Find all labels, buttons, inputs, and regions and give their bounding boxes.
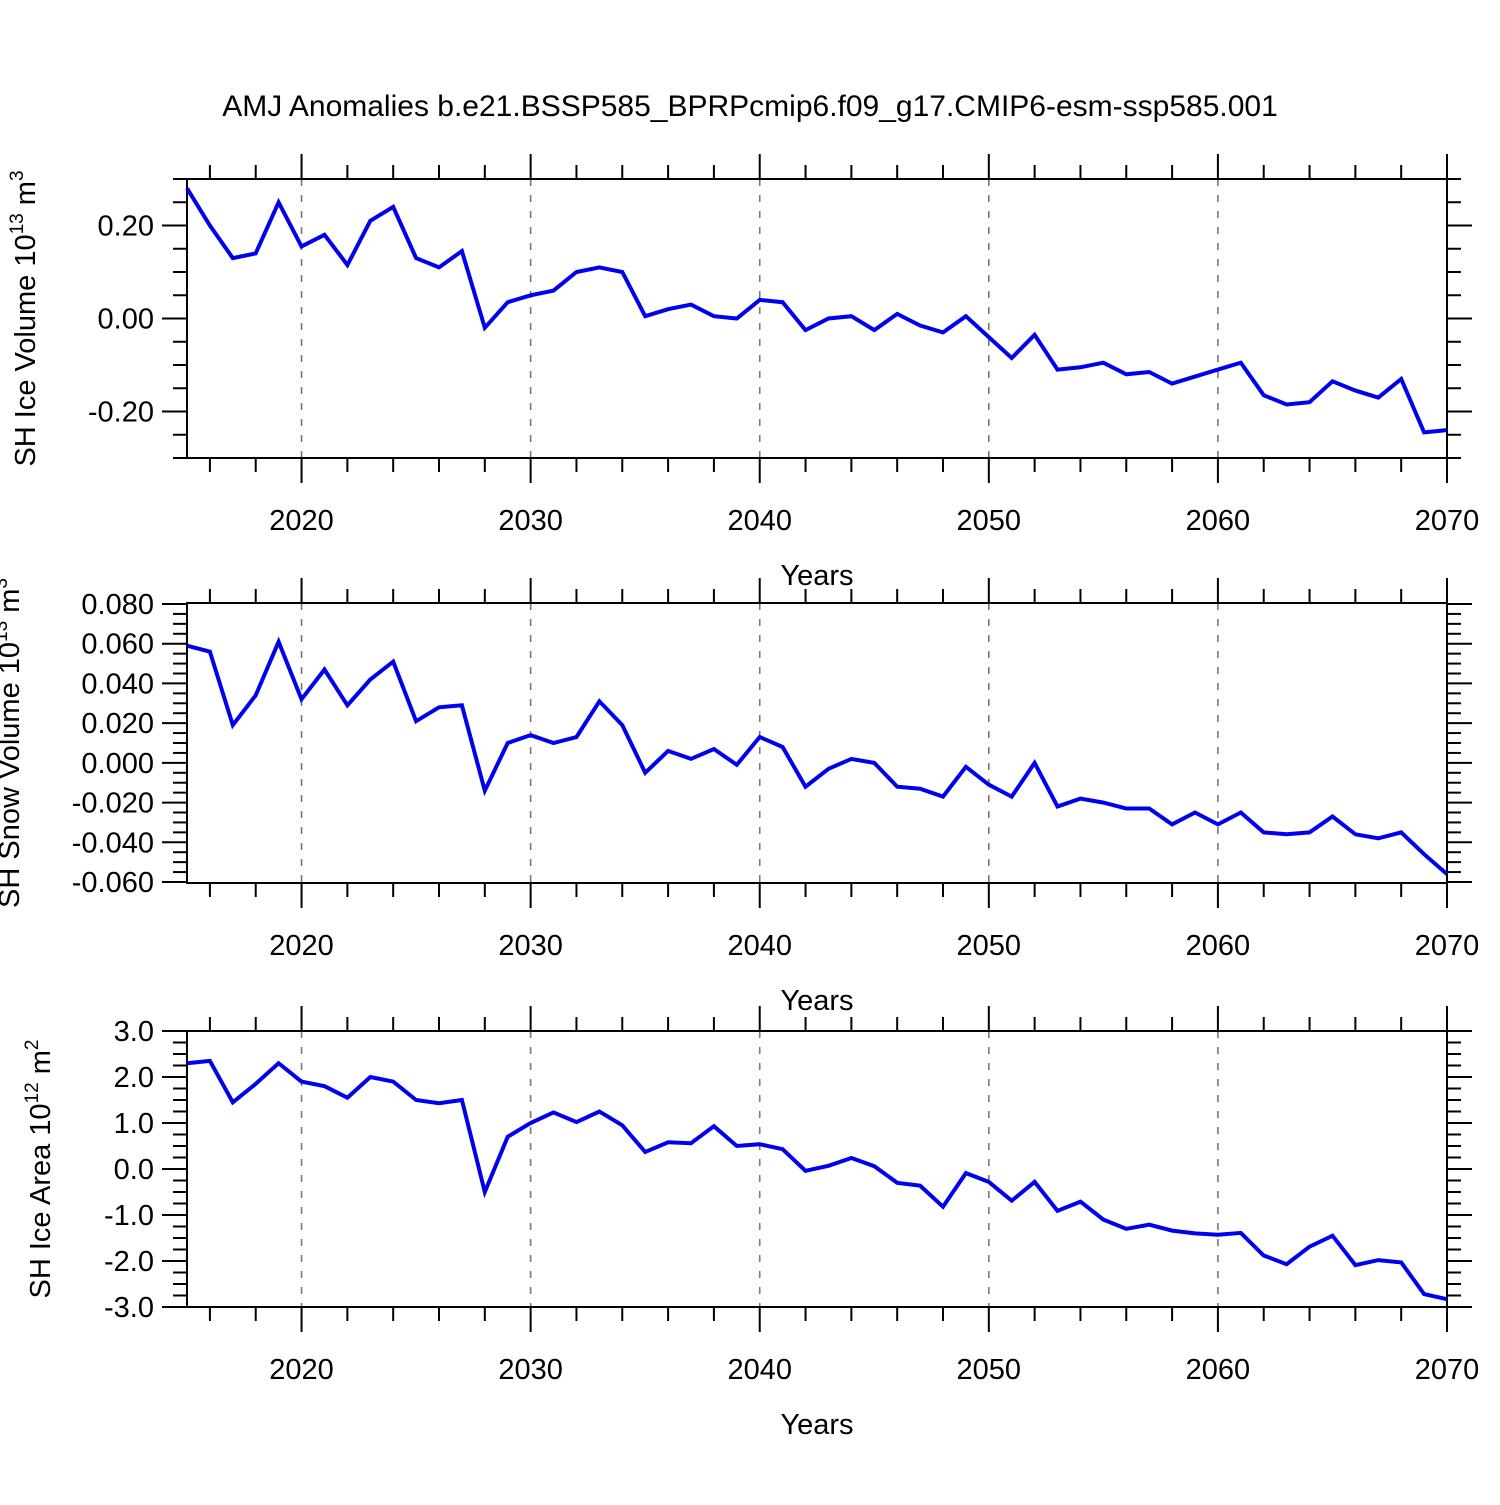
gridlines xyxy=(300,1031,1219,1307)
x-tick-label: 2030 xyxy=(498,1354,563,1386)
y-tick-labels: 0.080 0.060 0.040 0.020 0.000 -0.020 -0.040 -0.… xyxy=(72,589,154,899)
y-tick-label: 0.20 xyxy=(98,211,154,243)
gridlines xyxy=(300,179,1219,458)
gridlines xyxy=(300,603,1219,883)
chart-title: AMJ Anomalies b.e21.BSSP585_BPRPcmip6.f0… xyxy=(222,90,1278,123)
y-tick-label: -0.060 xyxy=(72,867,154,899)
y-tick-label: 0.080 xyxy=(81,589,154,621)
x-tick-label: 2070 xyxy=(1415,930,1480,962)
x-axis-title: Years xyxy=(780,560,853,592)
x-tick-labels: 2020 2030 2040 2050 2060 2070 xyxy=(269,930,1479,962)
y-tick-label: -2.0 xyxy=(104,1246,154,1278)
y-axis-title: SH Snow Volume 1013 m3 xyxy=(0,578,26,908)
x-tick-label: 2040 xyxy=(727,930,792,962)
panel-1: 2020 2030 2040 2050 2060 2070 0.20 0.00 -0.20 Yea… xyxy=(7,154,1479,592)
x-tick-label: 2040 xyxy=(727,505,792,537)
plot-frame xyxy=(186,1030,1448,1308)
y-tick-label: 2.0 xyxy=(114,1062,154,1094)
y-axis-title: SH Ice Area 1012 m2 xyxy=(22,1040,57,1299)
x-tick-labels: 2020 2030 2040 2050 2060 2070 xyxy=(269,1354,1479,1386)
y-tick-label: 0.00 xyxy=(98,304,154,336)
axis-ticks xyxy=(162,154,1472,483)
x-axis-title: Years xyxy=(780,1409,853,1441)
x-axis-title: Years xyxy=(780,985,853,1017)
axis-ticks xyxy=(162,1006,1472,1332)
plot-frame xyxy=(186,178,1448,459)
y-tick-label: 0.020 xyxy=(81,708,154,740)
series-line-panel-3 xyxy=(186,1058,1448,1302)
x-tick-label: 2030 xyxy=(498,505,563,537)
y-tick-label: 0.0 xyxy=(114,1154,154,1186)
y-tick-label: 0.060 xyxy=(81,629,154,661)
x-tick-label: 2050 xyxy=(957,930,1022,962)
y-tick-labels: 0.20 0.00 -0.20 xyxy=(88,211,154,429)
y-tick-labels: 3.0 2.0 1.0 0.0 -1.0 -2.0 -3.0 xyxy=(104,1016,154,1324)
y-tick-label: -0.040 xyxy=(72,827,154,859)
series-line-panel-1 xyxy=(185,187,1448,435)
panel-3: 2020 2030 2040 2050 2060 2070 3.0 2.0 1.0 0.0 -1.0… xyxy=(22,1006,1479,1441)
panel-2: 2020 2030 2040 2050 2060 20700.0800.0600.0400… xyxy=(0,578,1479,1017)
series-line-panel-2 xyxy=(186,636,1449,876)
axis-ticks xyxy=(162,578,1472,908)
x-tick-label: 2060 xyxy=(1186,930,1251,962)
x-tick-label: 2070 xyxy=(1415,1354,1480,1386)
x-tick-label: 2020 xyxy=(269,505,334,537)
x-tick-label: 2070 xyxy=(1415,505,1480,537)
y-tick-label: 1.0 xyxy=(114,1108,154,1140)
x-tick-label: 2020 xyxy=(269,1354,334,1386)
y-tick-label: -3.0 xyxy=(104,1292,154,1324)
y-tick-label: -0.020 xyxy=(72,788,154,820)
x-tick-label: 2050 xyxy=(957,1354,1022,1386)
x-tick-label: 2030 xyxy=(498,930,563,962)
y-tick-label: -1.0 xyxy=(104,1200,154,1232)
y-tick-label: -0.20 xyxy=(88,397,154,429)
y-tick-label: 0.000 xyxy=(81,748,154,780)
x-tick-label: 2060 xyxy=(1186,1354,1251,1386)
y-tick-label: 3.0 xyxy=(114,1016,154,1048)
x-tick-label: 2060 xyxy=(1186,505,1251,537)
x-tick-labels: 2020 2030 2040 2050 2060 2070 xyxy=(269,505,1479,537)
y-tick-label: 0.040 xyxy=(81,668,154,700)
y-axis-title: SH Ice Volume 1013 m3 xyxy=(7,170,42,466)
x-tick-label: 2020 xyxy=(269,930,334,962)
x-tick-label: 2050 xyxy=(957,505,1022,537)
x-tick-label: 2040 xyxy=(727,1354,792,1386)
plot-frame xyxy=(186,602,1448,884)
